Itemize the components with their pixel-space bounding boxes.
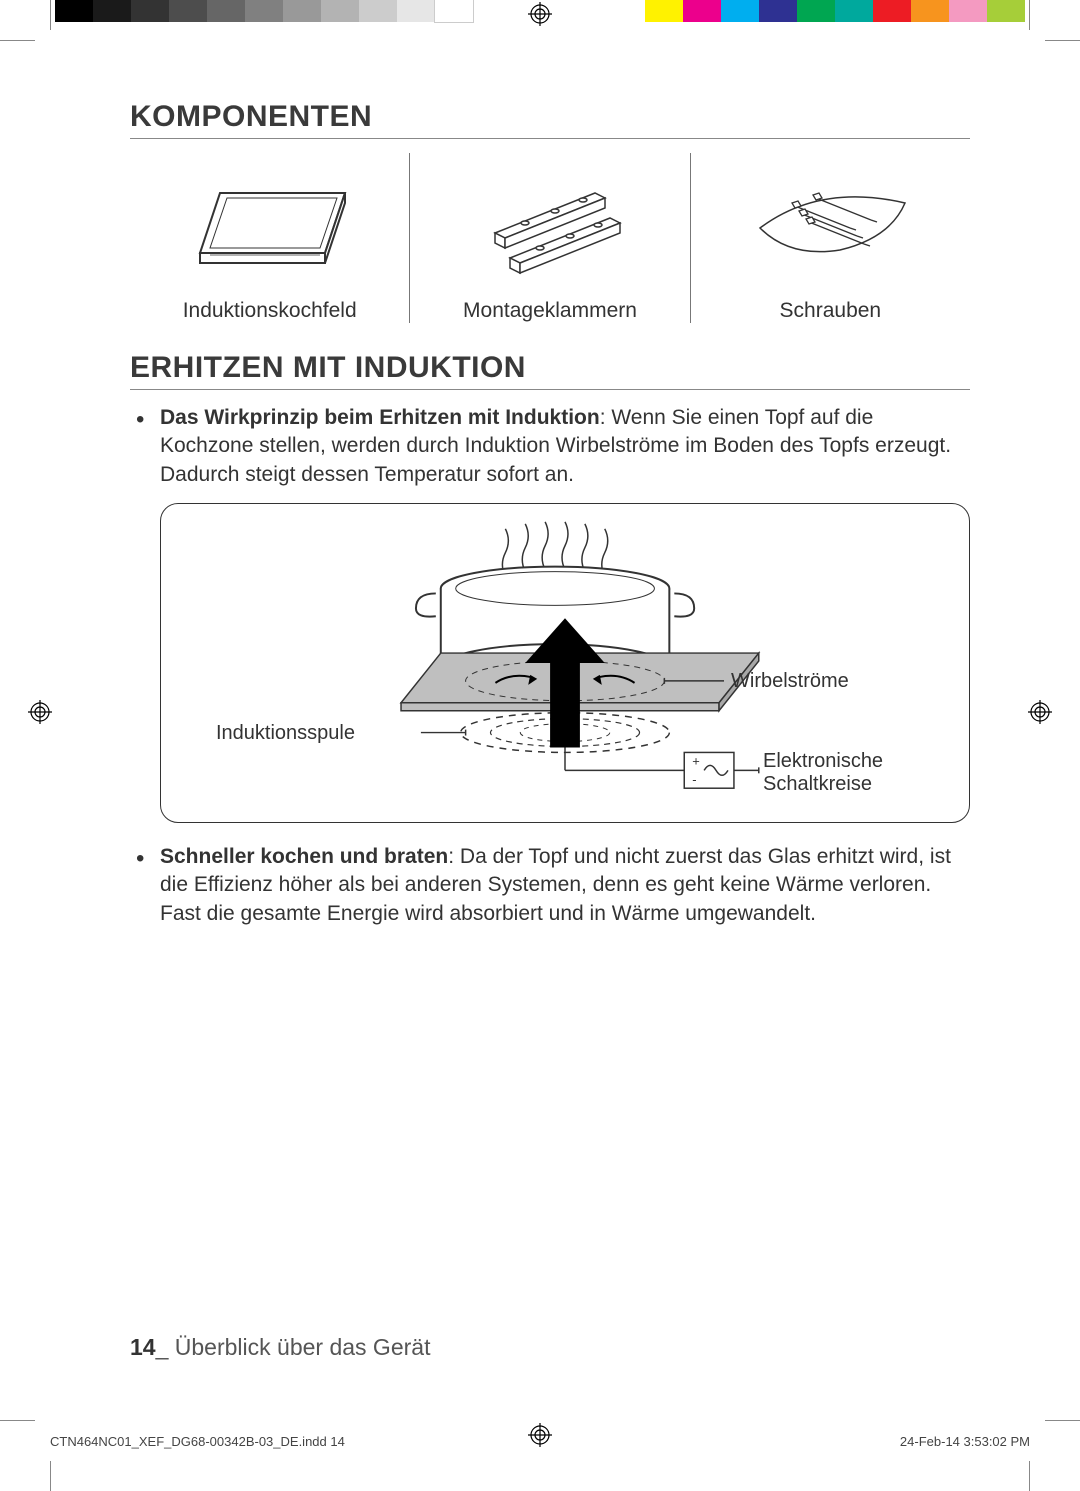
- bullet-list: Das Wirkprinzip beim Erhitzen mit Indukt…: [130, 404, 970, 489]
- crop-mark: [0, 40, 35, 41]
- page-footer: 14_ Überblick über das Gerät: [130, 1334, 430, 1361]
- indd-metadata-line: CTN464NC01_XEF_DG68-00342B-03_DE.indd 14…: [50, 1434, 1030, 1449]
- footer-section-name: Überblick über das Gerät: [175, 1334, 431, 1360]
- diagram-label-schalt: Elektronische Schaltkreise: [763, 750, 923, 796]
- page-number: 14: [130, 1334, 156, 1360]
- crop-mark: [0, 1420, 35, 1421]
- registration-mark-right: [1028, 700, 1052, 724]
- registration-mark-left: [28, 700, 52, 724]
- svg-text:+: +: [692, 753, 700, 768]
- induction-diagram: + - Wirbelströme Induktionsspule Elektro…: [160, 503, 970, 823]
- grayscale-swatch-bar: [55, 0, 473, 22]
- components-row: Induktionskochfeld: [130, 153, 970, 323]
- indd-timestamp: 24-Feb-14 3:53:02 PM: [900, 1434, 1030, 1449]
- diagram-label-spule: Induktionsspule: [216, 722, 355, 745]
- brackets-icon: [465, 153, 635, 293]
- bullet-list: Schneller kochen und braten: Da der Topf…: [130, 843, 970, 928]
- crop-mark: [1045, 1420, 1080, 1421]
- crop-mark: [1029, 0, 1030, 30]
- component-label: Schrauben: [780, 299, 882, 323]
- bullet-item: Das Wirkprinzip beim Erhitzen mit Indukt…: [160, 404, 970, 489]
- bullet-lead: Schneller kochen und braten: [160, 845, 448, 868]
- bullet-lead: Das Wirkprinzip beim Erhitzen mit Indukt…: [160, 406, 600, 429]
- crop-mark: [50, 1461, 51, 1491]
- color-swatch-bar: [645, 0, 1025, 22]
- crop-mark: [1045, 40, 1080, 41]
- component-cell: Schrauben: [691, 153, 970, 323]
- section-title-komponenten: KOMPONENTEN: [130, 100, 970, 139]
- cooktop-icon: [175, 153, 365, 293]
- indd-filename: CTN464NC01_XEF_DG68-00342B-03_DE.indd 14: [50, 1434, 345, 1449]
- component-label: Montageklammern: [463, 299, 637, 323]
- component-label: Induktionskochfeld: [183, 299, 357, 323]
- registration-mark-top: [528, 2, 552, 26]
- component-cell: Induktionskochfeld: [130, 153, 410, 323]
- crop-mark: [1029, 1461, 1030, 1491]
- svg-text:-: -: [692, 772, 696, 787]
- bullet-item: Schneller kochen und braten: Da der Topf…: [160, 843, 970, 928]
- page-content: KOMPONENTEN Induktionskochfeld: [130, 100, 970, 942]
- screws-icon: [740, 153, 920, 293]
- component-cell: Montageklammern: [410, 153, 690, 323]
- diagram-label-wirbel: Wirbelströme: [731, 670, 849, 693]
- section-title-induktion: ERHITZEN MIT INDUKTION: [130, 351, 970, 390]
- crop-mark: [50, 0, 51, 30]
